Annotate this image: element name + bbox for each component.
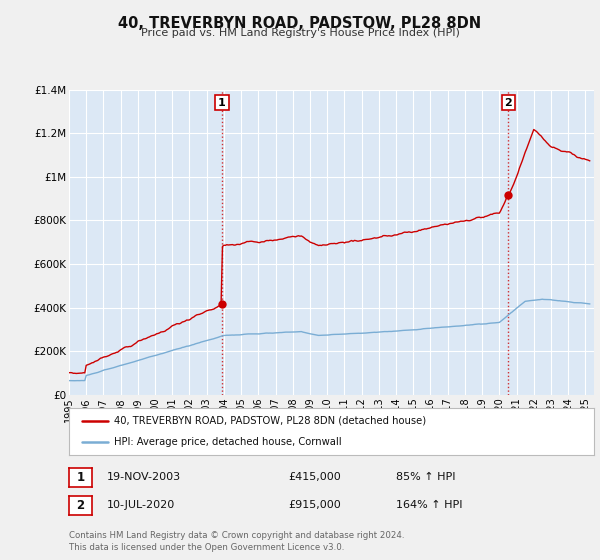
Text: £915,000: £915,000 xyxy=(288,500,341,510)
Text: Contains HM Land Registry data © Crown copyright and database right 2024.
This d: Contains HM Land Registry data © Crown c… xyxy=(69,531,404,552)
Text: 1: 1 xyxy=(76,470,85,484)
Text: 19-NOV-2003: 19-NOV-2003 xyxy=(107,472,181,482)
Text: HPI: Average price, detached house, Cornwall: HPI: Average price, detached house, Corn… xyxy=(113,437,341,447)
Text: 85% ↑ HPI: 85% ↑ HPI xyxy=(396,472,455,482)
Text: 40, TREVERBYN ROAD, PADSTOW, PL28 8DN (detached house): 40, TREVERBYN ROAD, PADSTOW, PL28 8DN (d… xyxy=(113,416,426,426)
Text: 40, TREVERBYN ROAD, PADSTOW, PL28 8DN: 40, TREVERBYN ROAD, PADSTOW, PL28 8DN xyxy=(118,16,482,31)
Text: 2: 2 xyxy=(505,97,512,108)
Text: 1: 1 xyxy=(218,97,226,108)
Text: 2: 2 xyxy=(76,498,85,512)
Text: Price paid vs. HM Land Registry's House Price Index (HPI): Price paid vs. HM Land Registry's House … xyxy=(140,28,460,38)
Text: 10-JUL-2020: 10-JUL-2020 xyxy=(107,500,175,510)
Text: 164% ↑ HPI: 164% ↑ HPI xyxy=(396,500,463,510)
Text: £415,000: £415,000 xyxy=(288,472,341,482)
